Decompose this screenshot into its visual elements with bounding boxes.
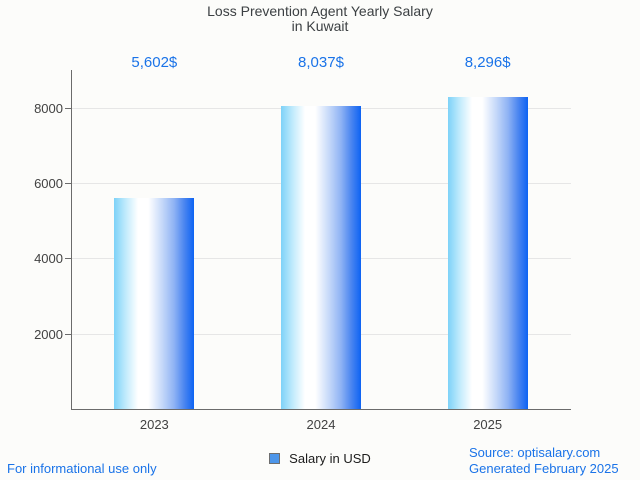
- source-link[interactable]: Source: optisalary.com: [469, 445, 601, 460]
- chart-title-line2: in Kuwait: [291, 18, 349, 34]
- ytick-label-2000: 2000: [34, 326, 63, 342]
- chart-title-line1: Loss Prevention Agent Yearly Salary: [207, 3, 433, 19]
- legend: Salary in USD: [0, 450, 640, 466]
- value-label-2024: 8,037$: [298, 54, 344, 71]
- legend-label: Salary in USD: [289, 450, 371, 466]
- ytick-mark-8000: [65, 107, 71, 109]
- generated-date: Generated February 2025: [469, 460, 619, 476]
- value-label-2025: 8,296$: [464, 54, 511, 71]
- footer-source-block: Source: optisalary.com Generated Februar…: [469, 445, 619, 476]
- bar-2024: [281, 106, 361, 409]
- ytick-mark-2000: [65, 333, 71, 335]
- bar-2023: [114, 197, 195, 409]
- xtick-label-2023: 2023: [139, 417, 169, 432]
- ytick-label-6000: 6000: [34, 176, 63, 191]
- chart-title: Loss Prevention Agent Yearly Salary in K…: [0, 4, 640, 34]
- ytick-label-8000: 8000: [34, 100, 63, 116]
- ytick-label-4000: 4000: [34, 251, 63, 267]
- x-axis-line: [71, 409, 571, 410]
- ytick-mark-6000: [65, 183, 71, 184]
- xtick-label-2024: 2024: [306, 417, 336, 432]
- xtick-label-2025: 2025: [473, 417, 503, 432]
- bar-2025: [447, 96, 528, 409]
- legend-swatch-icon: [269, 452, 281, 464]
- footer-disclaimer: For informational use only: [7, 461, 157, 476]
- value-label-2023: 5,602$: [131, 54, 178, 71]
- ytick-mark-4000: [65, 258, 71, 260]
- y-axis-line: [71, 70, 72, 410]
